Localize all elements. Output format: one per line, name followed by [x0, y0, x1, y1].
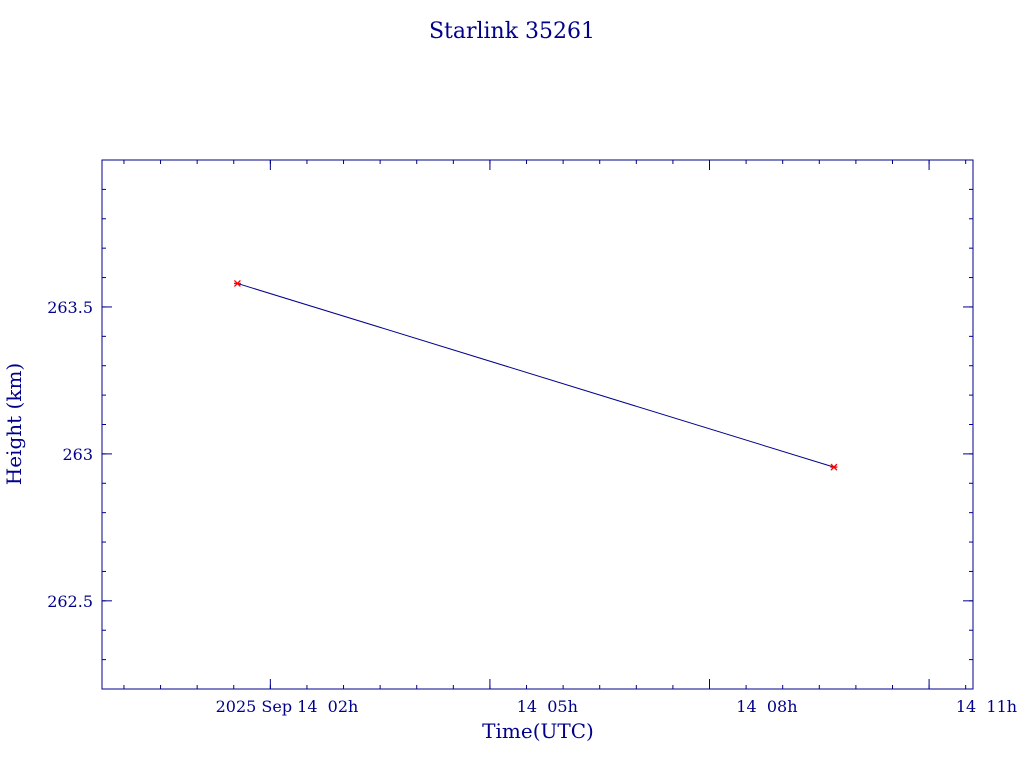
x-tick-label: 2025 Sep 14 02h: [216, 697, 359, 716]
x-axis-ticks: 2025 Sep 14 02h 14 05h 14 08h 14 11h: [216, 160, 1017, 716]
data-point: [830, 463, 838, 471]
x-tick-label: 14 11h: [956, 697, 1017, 716]
y-axis-ticks: 262.5 263 263.5: [47, 298, 973, 611]
series-layer: [233, 279, 838, 471]
chart-title: Starlink 35261: [429, 19, 595, 44]
y-tick-label: 262.5: [47, 592, 93, 611]
y-tick-label: 263: [62, 445, 93, 464]
plot-frame: [101, 159, 974, 690]
plot-area: 2025 Sep 14 02h 14 05h 14 08h 14 11h 262.52…: [47, 159, 1017, 716]
series-line: [237, 282, 835, 468]
x-tick-label: 14 08h: [736, 697, 797, 716]
minor-ticks: [102, 159, 973, 690]
x-axis-label: Time(UTC): [482, 719, 594, 743]
y-tick-label: 263.5: [47, 298, 93, 317]
y-axis-label: Height (km): [2, 363, 26, 485]
data-point: [233, 279, 241, 287]
x-tick-label: 14 05h: [517, 697, 578, 716]
